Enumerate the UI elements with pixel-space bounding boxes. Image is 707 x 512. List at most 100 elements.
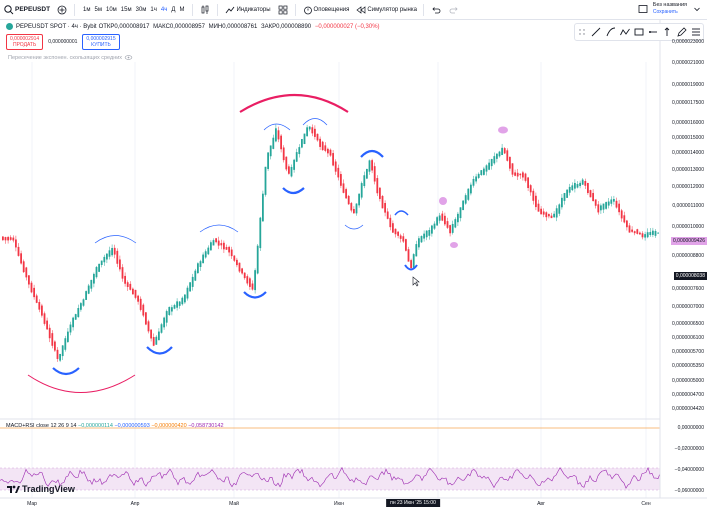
candle-body [280,135,282,150]
interval-1m[interactable]: 1м [83,6,91,13]
date-label: Мар [27,501,37,507]
interval-4h[interactable]: 4ч [160,6,168,13]
candle-body [480,170,483,176]
candle-body [277,130,280,140]
interval-10m[interactable]: 10м [105,6,117,13]
candle-body [74,314,77,320]
candle-body [90,279,93,289]
candle-body [436,217,438,226]
search-icon [4,4,14,14]
candle-body [238,262,241,272]
candle-body [176,301,178,308]
rsi-axis-label: −0,04000000 [674,467,704,473]
indicators-label: Индикаторы [236,6,271,13]
eye-icon[interactable] [124,53,133,62]
candles-icon [202,5,209,14]
candle-body [366,168,368,179]
blue-arc-top-1 [94,235,137,244]
candle-body [420,236,423,243]
brush-icon[interactable] [605,26,617,38]
candle-body [347,195,350,205]
candle-body [428,230,431,236]
mouse-cursor-icon [412,276,420,287]
trend-line-icon[interactable] [590,26,602,38]
layouts-button[interactable] [274,0,292,20]
indicators-button[interactable]: Индикаторы [221,0,273,20]
candle-body [134,289,137,298]
interval-15m[interactable]: 15м [120,6,132,13]
candle-body [386,211,389,219]
symbol-search[interactable]: PEPEUSDT [0,0,53,20]
indicator-overlay-label[interactable]: Пересечение экспонен. скользящих средних [8,53,133,62]
candle-body [233,255,236,261]
compare-button[interactable] [53,0,71,20]
replay-button[interactable]: Симулятор рынка [352,0,420,20]
undo-icon [432,6,441,13]
save-link[interactable]: Сохранить [652,9,678,15]
candle-body [327,148,329,154]
candle-body [197,263,199,274]
candle-body [509,156,511,169]
candle-body [371,160,373,171]
candle-body [592,192,594,202]
layout-menu[interactable]: Без названия Сохранить [637,2,703,16]
candle-body [155,336,158,345]
horizontal-ray-icon[interactable] [647,26,659,38]
candle-body [488,162,490,170]
buy-price: 0,000002915 [86,36,116,42]
sell-button[interactable]: 0,000002914 ПРОДАТЬ [6,34,44,50]
candle-body [618,203,620,213]
drag-handle-icon[interactable] [576,26,588,38]
candle-body [4,237,7,241]
candle-body [444,215,446,225]
pink-marker-3 [498,126,508,134]
candle-body [132,288,134,295]
interval-5m[interactable]: 5м [94,6,102,13]
candle-body [654,231,657,236]
macd-value-1: −0,000000114 [78,423,113,429]
macd-legend[interactable]: MACD+RSI close 12 26 9 14 −0,000000114 −… [6,423,224,429]
price-label: 0,0000021000 [672,60,704,66]
candle-body [561,197,563,208]
candle-body [160,324,163,333]
pencil-icon[interactable] [676,26,688,38]
legend-title[interactable]: PEPEUSDT SPOT · 4ч · Bybit [16,23,97,30]
candle-body [584,180,587,186]
open-value: ОТКР0,000008917 [98,23,150,30]
current-price-tag: 0,000008038 [673,272,707,280]
candle-body [210,242,212,251]
redo-button[interactable] [445,0,463,20]
path-icon[interactable] [619,26,631,38]
candle-body [532,190,535,201]
candle-body [106,253,108,260]
candle-body [80,303,82,310]
candle-body [615,200,618,208]
macd-axis-label: 0,00000000 [677,425,704,431]
chart-type-button[interactable] [196,0,214,20]
candle-body [425,230,428,238]
price-label: 0,0000005700 [672,349,704,355]
candle-body [652,230,654,235]
candle-body [610,199,613,204]
settings-lines-icon[interactable] [690,26,702,38]
price-label: 0,0000005000 [672,378,704,384]
candle-body [152,337,155,346]
candle-body [212,240,215,246]
buy-button[interactable]: 0,000002915 КУПИТЬ [82,34,120,50]
candle-body [394,228,397,235]
candle-body [558,204,561,214]
interval-month[interactable]: М [179,6,185,13]
candle-body [329,149,332,156]
interval-1h[interactable]: 1ч [150,6,157,13]
interval-day[interactable]: Д [171,6,176,13]
rectangle-icon[interactable] [633,26,645,38]
date-axis[interactable]: Мар Апр Май Июн пн 23 Июн '25 15:00 Авг … [0,498,660,512]
interval-30m[interactable]: 30м [135,6,147,13]
measure-icon[interactable] [661,26,673,38]
trade-panel: 0,000002914 ПРОДАТЬ 0,000000001 0,000002… [6,34,120,50]
undo-button[interactable] [427,0,445,20]
price-label: 0,0000017500 [672,100,704,106]
alerts-button[interactable]: Оповещения [299,0,353,20]
candle-body [535,195,537,208]
